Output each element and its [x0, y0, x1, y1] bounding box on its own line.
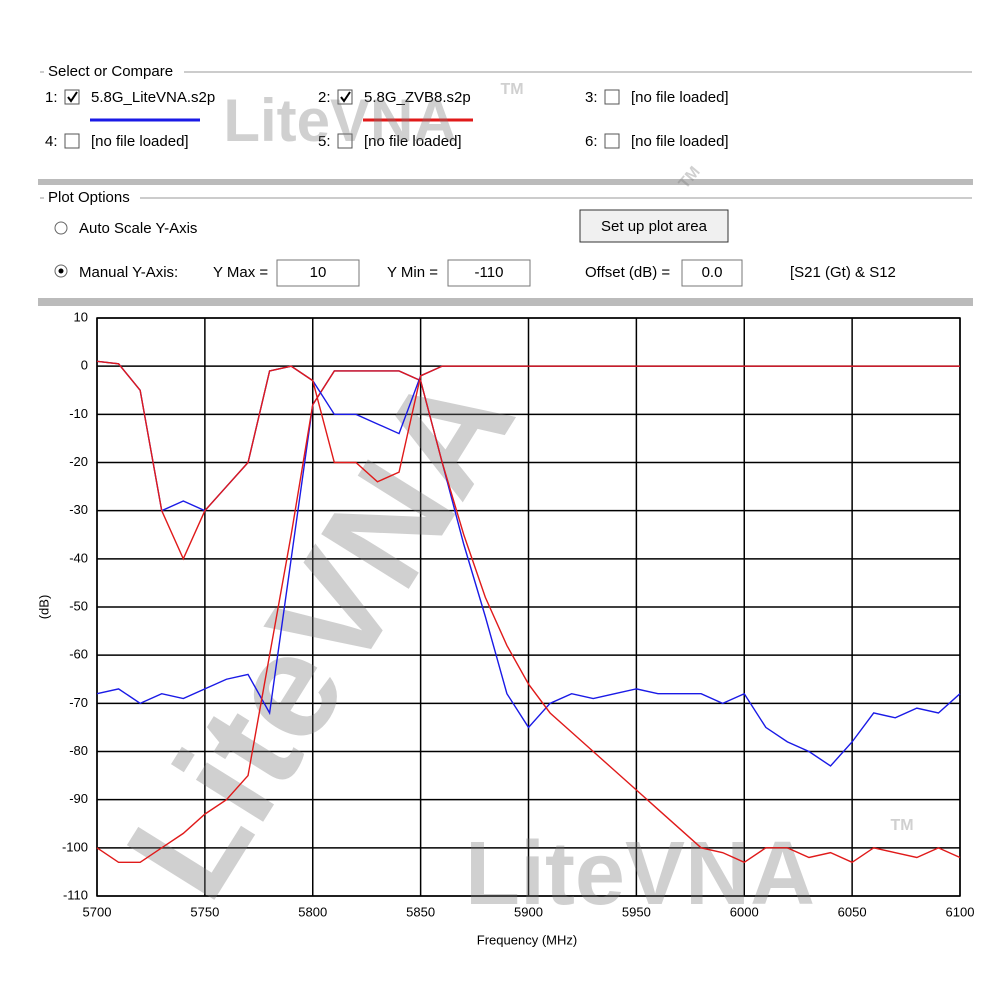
series-line — [96, 360, 960, 561]
section-title: Select or Compare — [48, 63, 173, 80]
y-tick-label: -10 — [69, 406, 88, 421]
check-mark — [340, 91, 351, 103]
watermark: LiteVNA — [223, 87, 456, 154]
y-tick-label: -50 — [69, 598, 88, 613]
file-slot: 3: — [585, 89, 598, 106]
file-name: 5.8G_LiteVNA.s2p — [91, 89, 215, 106]
y-tick-label: -30 — [69, 502, 88, 517]
x-tick-label: 6000 — [730, 904, 759, 919]
input[interactable] — [447, 259, 531, 287]
radio-dot — [58, 268, 64, 274]
x-tick-label: 6050 — [838, 904, 867, 919]
title-bg — [44, 188, 140, 208]
check-mark — [67, 91, 78, 103]
file-slot: 4: — [45, 133, 58, 150]
radio-label[interactable]: Manual Y-Axis: — [79, 264, 178, 281]
field-label: Y Min = — [387, 264, 438, 281]
y-tick-label: -100 — [62, 839, 88, 854]
checkbox[interactable] — [604, 133, 620, 149]
file-slot: 6: — [585, 133, 598, 150]
y-tick-label: 10 — [74, 309, 88, 324]
y-tick-label: -70 — [69, 695, 88, 710]
y-tick-label: -60 — [69, 647, 88, 662]
checkbox[interactable] — [64, 133, 80, 149]
y-tick-label: -20 — [69, 454, 88, 469]
x-tick-label: 5950 — [622, 904, 651, 919]
separator — [38, 298, 973, 306]
x-tick-label: 5850 — [406, 904, 435, 919]
series-line — [96, 370, 961, 767]
field-label: Offset (dB) = — [585, 264, 670, 281]
y-axis-label: (dB) — [36, 595, 51, 620]
file-name: 5.8G_ZVB8.s2p — [364, 89, 471, 106]
y-tick-label: -110 — [63, 887, 88, 902]
file-slot: 5: — [318, 133, 331, 150]
file-name: [no file loaded] — [631, 89, 729, 106]
input-value[interactable]: 0.0 — [702, 264, 723, 281]
x-tick-label: 6100 — [946, 904, 975, 919]
input[interactable] — [276, 259, 360, 287]
separator — [38, 179, 973, 185]
x-tick-label: 5750 — [190, 904, 219, 919]
input-value[interactable]: 10 — [310, 264, 327, 281]
series-line — [96, 370, 961, 864]
x-axis-label: Frequency (MHz) — [477, 932, 577, 947]
radio-label[interactable]: Auto Scale Y-Axis — [79, 220, 197, 237]
input[interactable] — [681, 259, 743, 287]
checkbox[interactable] — [337, 133, 353, 149]
button[interactable] — [579, 209, 729, 243]
watermark: TM — [890, 817, 913, 834]
x-tick-label: 5900 — [514, 904, 543, 919]
section-title: Plot Options — [48, 189, 130, 206]
checkbox[interactable] — [604, 89, 620, 105]
mode-label: [S21 (Gt) & S12 — [790, 264, 896, 281]
radio[interactable] — [54, 221, 68, 235]
file-name: [no file loaded] — [364, 133, 462, 150]
x-tick-label: 5800 — [298, 904, 327, 919]
watermark: LiteVNA — [465, 824, 815, 924]
title-bg — [44, 62, 184, 82]
file-slot: 1: — [45, 89, 58, 106]
y-tick-label: -40 — [69, 550, 88, 565]
y-tick-label: -90 — [69, 791, 88, 806]
watermark: TM — [500, 81, 523, 98]
y-tick-label: 0 — [81, 358, 88, 373]
y-tick-label: -80 — [69, 743, 88, 758]
field-label: Y Max = — [213, 264, 268, 281]
file-slot: 2: — [318, 89, 331, 106]
input-value[interactable]: -110 — [475, 264, 504, 281]
file-name: [no file loaded] — [91, 133, 189, 150]
file-name: [no file loaded] — [631, 133, 729, 150]
x-tick-label: 5700 — [83, 904, 112, 919]
button-label[interactable]: Set up plot area — [601, 218, 708, 235]
